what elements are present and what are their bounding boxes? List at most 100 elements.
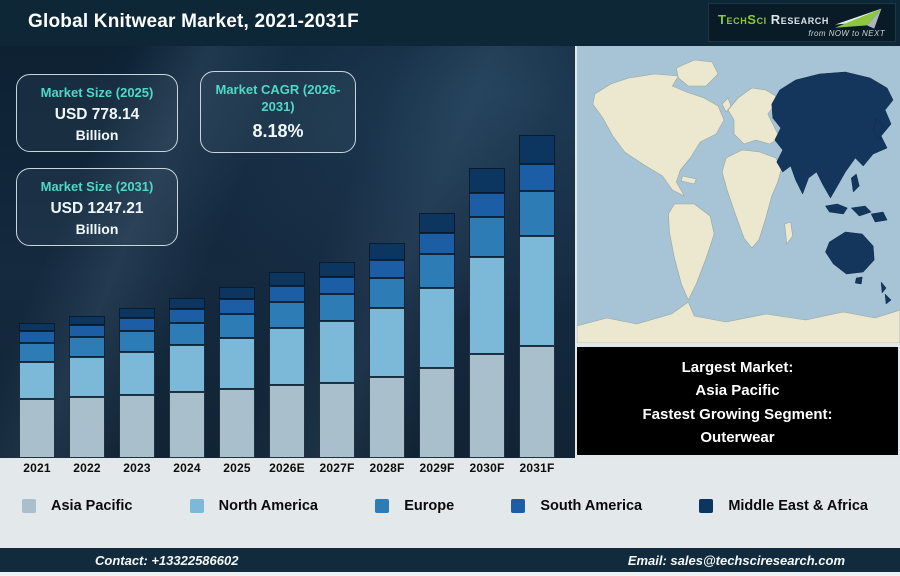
- legend-item-north-america: North America: [189, 498, 318, 514]
- chart-area: Market Size (2025) USD 778.14 Billion Ma…: [0, 46, 575, 458]
- bar-segment-middle-east-africa: [19, 323, 55, 331]
- logo-tagline: from NOW to NEXT: [808, 29, 885, 38]
- bar-2024: [169, 298, 205, 458]
- world-map: [577, 46, 900, 343]
- region-europe: [727, 87, 781, 145]
- bar-segment-asia-pacific: [319, 383, 355, 458]
- legend-item-europe: Europe: [375, 498, 454, 514]
- stat-value: 8.18%: [252, 120, 304, 141]
- bar-2021: [19, 323, 55, 458]
- bar-2031f: [519, 135, 555, 458]
- bar-segment-north-america: [169, 345, 205, 392]
- region-caribbean: [681, 175, 697, 185]
- region-madagascar: [784, 221, 793, 245]
- bar-segment-asia-pacific: [119, 395, 155, 458]
- x-axis-labels: 2021 2022 2023 2024 2025 2026E 2027F 2028F 2029F…: [12, 461, 562, 475]
- stat-value: USD 1247.21: [50, 199, 144, 217]
- logo-row: TechSci Research: [718, 7, 885, 31]
- bar-segment-north-america: [269, 328, 305, 385]
- bar-segment-europe: [419, 254, 455, 288]
- legend-item-asia-pacific: Asia Pacific: [22, 498, 132, 514]
- bar-segment-north-america: [69, 357, 105, 397]
- bar-2025: [219, 287, 255, 458]
- bar-segment-middle-east-africa: [469, 168, 505, 193]
- footer-email: Email: sales@techsciresearch.com: [627, 552, 845, 568]
- highlight-line-3: Fastest Growing Segment:: [642, 405, 833, 423]
- region-new-guinea: [870, 211, 888, 223]
- axis-label-2030f: 2030F: [469, 461, 505, 475]
- bar-segment-middle-east-africa: [319, 262, 355, 277]
- bar-segment-north-america: [319, 321, 355, 383]
- region-australia: [825, 231, 875, 275]
- bar-segment-asia-pacific: [169, 392, 205, 458]
- bar-2029f: [419, 213, 455, 458]
- axis-label-2022: 2022: [73, 461, 101, 475]
- bar-2028f: [369, 243, 405, 458]
- logo-brand-research: Research: [770, 11, 829, 27]
- logo-arrow-icon: [835, 8, 882, 29]
- region-greenland: [676, 59, 719, 87]
- axis-label-2031f: 2031F: [519, 461, 555, 475]
- bar-segment-europe: [369, 278, 405, 308]
- stat-label: Market Size (2031): [40, 179, 154, 194]
- legend-item-south-america: South America: [511, 498, 642, 514]
- bar-segment-middle-east-africa: [419, 213, 455, 233]
- region-new-zealand-south: [884, 293, 892, 305]
- bar-segment-middle-east-africa: [219, 287, 255, 299]
- page-title: Global Knitwear Market, 2021-2031F: [28, 11, 359, 32]
- bar-segment-south-america: [419, 233, 455, 254]
- region-africa: [721, 149, 783, 249]
- legend-swatch-south-america: [511, 499, 526, 513]
- bar-segment-asia-pacific: [469, 354, 505, 458]
- bar-segment-asia-pacific: [519, 346, 555, 458]
- bar-segment-south-america: [219, 299, 255, 314]
- bar-segment-middle-east-africa: [119, 308, 155, 318]
- bar-2023: [119, 308, 155, 458]
- bar-segment-north-america: [519, 236, 555, 346]
- bar-segment-north-america: [219, 338, 255, 389]
- stat-box-market-size-2025: Market Size (2025) USD 778.14 Billion: [16, 74, 178, 152]
- bar-segment-asia-pacific: [269, 385, 305, 458]
- region-antarctica: [577, 301, 900, 343]
- axis-label-2024: 2024: [173, 461, 201, 475]
- bottom-strip: [0, 572, 900, 576]
- bar-segment-north-america: [419, 288, 455, 368]
- region-indonesia-west: [825, 203, 848, 215]
- bar-segment-europe: [219, 314, 255, 338]
- bar-segment-south-america: [269, 286, 305, 302]
- bar-2022: [69, 316, 105, 458]
- region-tasmania: [855, 276, 863, 285]
- bar-segment-north-america: [469, 257, 505, 354]
- bar-segment-europe: [69, 337, 105, 357]
- bar-segment-europe: [469, 217, 505, 257]
- stat-box-market-cagr: Market CAGR (2026-2031) 8.18%: [200, 71, 356, 153]
- legend-label-asia-pacific: Asia Pacific: [51, 498, 133, 514]
- right-panel: Largest Market: Asia Pacific Fastest Gro…: [575, 46, 900, 458]
- axis-label-2021: 2021: [23, 461, 51, 475]
- axis-label-2026e: 2026E: [269, 461, 305, 475]
- stat-unit: Billion: [75, 126, 119, 143]
- bar-2026e: [269, 272, 305, 458]
- bar-segment-middle-east-africa: [369, 243, 405, 260]
- bar-segment-south-america: [169, 309, 205, 323]
- chart-legend: Asia Pacific North America Europe South Ame…: [0, 498, 900, 514]
- axis-label-2023: 2023: [123, 461, 151, 475]
- legend-label-south-america: South America: [540, 498, 643, 514]
- legend-swatch-middle-east-africa: [699, 499, 714, 513]
- stat-box-market-size-2031: Market Size (2031) USD 1247.21 Billion: [16, 168, 178, 246]
- bar-segment-asia-pacific: [69, 397, 105, 458]
- region-new-zealand-north: [880, 281, 887, 294]
- region-north-america: [592, 73, 725, 197]
- bar-segment-europe: [519, 191, 555, 236]
- region-japan: [872, 117, 884, 141]
- axis-label-2027f: 2027F: [319, 461, 355, 475]
- legend-swatch-north-america: [189, 499, 204, 513]
- bar-segment-asia-pacific: [369, 377, 405, 458]
- axis-label-2029f: 2029F: [419, 461, 455, 475]
- stacked-bar-chart: [19, 46, 555, 458]
- bar-segment-south-america: [69, 325, 105, 337]
- bar-2027f: [319, 262, 355, 458]
- highlight-box: Largest Market: Asia Pacific Fastest Gro…: [577, 347, 898, 455]
- logo-brand-techsci: TechSci: [717, 11, 767, 27]
